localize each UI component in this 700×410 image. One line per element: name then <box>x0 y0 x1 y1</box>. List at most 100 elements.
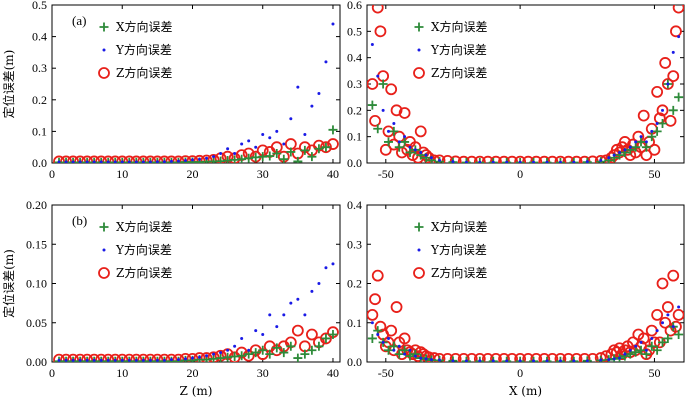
y-error-point <box>661 108 665 112</box>
z-error-point <box>514 352 527 362</box>
y-error-point <box>176 358 180 362</box>
data-marks <box>367 5 684 163</box>
x-error-point <box>631 142 641 152</box>
y-error-point <box>655 329 659 333</box>
y-error-point <box>57 160 61 163</box>
x-error-point <box>367 100 377 110</box>
z-error-point <box>320 332 332 345</box>
z-error-point <box>667 269 680 282</box>
z-error-point <box>374 25 387 38</box>
y-tick-label: 0.1 <box>347 130 362 144</box>
y-error-point <box>190 356 194 360</box>
y-axis-label: 定位误差(m) <box>1 50 16 119</box>
z-error-point <box>53 155 65 163</box>
y-error-point <box>268 313 272 317</box>
z-error-point <box>144 155 157 163</box>
y-error-point <box>296 297 300 301</box>
plot-frame <box>51 4 341 164</box>
y-tick-label: 0.4 <box>347 198 362 212</box>
y-error-point <box>572 160 576 163</box>
y-error-point <box>331 262 335 266</box>
y-error-point <box>585 359 589 362</box>
z-error-point <box>95 353 108 362</box>
z-error-point <box>651 308 664 321</box>
z-error-point <box>449 352 462 362</box>
x-error-point <box>668 105 678 115</box>
x-error-point <box>389 126 399 136</box>
z-error-point <box>369 114 381 127</box>
x-error-point <box>314 144 324 154</box>
y-error-point <box>671 325 675 329</box>
y-error-point <box>429 358 433 362</box>
y-error-point <box>282 313 286 317</box>
z-error-point <box>613 342 626 355</box>
z-error-point <box>371 269 384 282</box>
z-error-point <box>379 143 392 156</box>
z-error-point <box>102 353 115 362</box>
y-error-point <box>545 160 549 163</box>
x-error-point <box>636 137 646 147</box>
x-error-point <box>265 349 275 359</box>
z-error-point <box>193 154 206 163</box>
x-error-point <box>251 348 261 358</box>
x-error-point <box>658 119 668 128</box>
z-error-point <box>490 352 502 362</box>
x-error-legend-label: X方向误差 <box>116 219 173 234</box>
y-error-point <box>183 158 187 162</box>
y-error-point <box>438 158 442 162</box>
z-error-point <box>67 353 79 362</box>
x-tick-label: 30 <box>257 366 269 380</box>
x-error-point <box>647 132 657 142</box>
y-error-point <box>381 108 385 112</box>
z-error-point <box>390 104 403 117</box>
y-error-legend-label: Y方向误差 <box>115 242 172 257</box>
z-error-point <box>81 155 94 163</box>
panel-label: (b) <box>72 213 87 228</box>
y-error-point <box>92 358 96 362</box>
y-error-point <box>219 351 223 355</box>
z-error-point <box>498 352 510 362</box>
y-error-point <box>386 336 390 340</box>
y-error-point <box>317 282 321 285</box>
y-error-point <box>176 159 180 163</box>
z-error-point <box>645 324 658 337</box>
y-error-point <box>618 356 622 360</box>
y-error-point <box>639 135 643 139</box>
x-tick-label: 40 <box>327 366 339 380</box>
z-error-point <box>306 328 318 341</box>
y-error-point <box>376 74 380 78</box>
z-error-point <box>414 125 427 138</box>
x-error-point <box>394 349 404 359</box>
z-error-point <box>390 301 403 313</box>
x-error-point <box>405 147 415 157</box>
y-tick-label: 0.2 <box>347 277 362 291</box>
y-error-point <box>413 354 417 358</box>
y-error-point <box>198 355 202 359</box>
y-tick-label: 0.1 <box>347 316 362 330</box>
y-error-point <box>71 358 75 362</box>
y-error-point <box>317 91 321 95</box>
y-error-point <box>78 358 82 362</box>
x-error-point <box>367 333 377 343</box>
z-error-point <box>193 352 206 362</box>
x-tick-label: 0 <box>517 167 523 181</box>
x-tick-label: 50 <box>648 366 660 380</box>
x-error-point <box>652 345 662 355</box>
y-error-point <box>607 156 611 160</box>
panel-label: (a) <box>72 13 86 28</box>
y-error-point <box>247 139 251 143</box>
x-error-point <box>663 333 673 343</box>
y-error-point <box>324 266 328 270</box>
y-error-point <box>296 85 300 89</box>
y-error-point <box>451 160 455 163</box>
z-error-point <box>116 353 129 362</box>
y-error-point <box>148 358 152 362</box>
x-tick-label: 10 <box>116 167 128 181</box>
y-error-point <box>370 43 374 46</box>
z-error-point <box>659 316 672 329</box>
y-error-point <box>113 358 117 362</box>
data-marks <box>367 269 684 362</box>
y-error-point <box>558 359 562 362</box>
y-error-point <box>386 129 390 133</box>
y-error-point <box>289 117 293 121</box>
